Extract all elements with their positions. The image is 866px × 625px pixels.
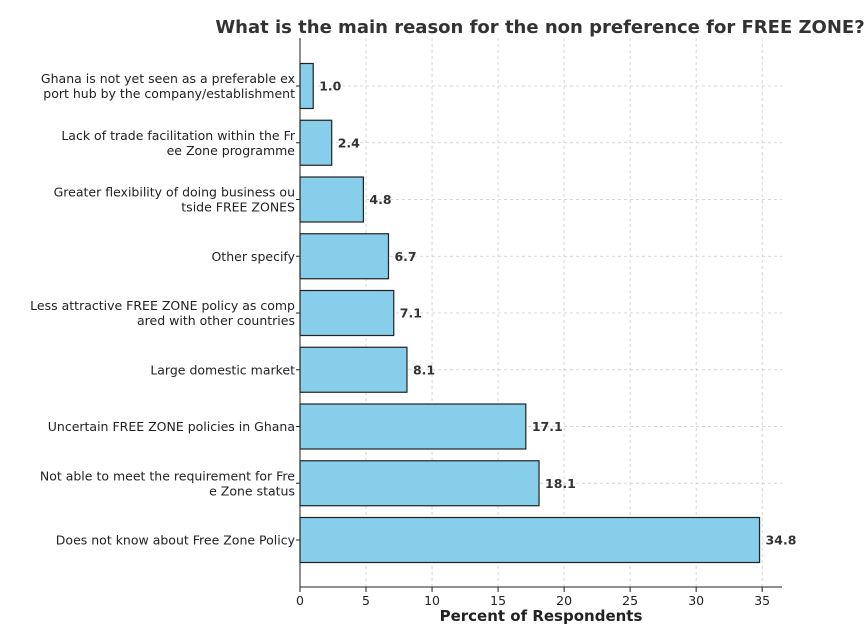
data-label: 34.8: [766, 533, 797, 548]
data-label: 8.1: [413, 362, 435, 377]
bar: [299, 460, 540, 507]
labels: 0 5 10 15 20 25 30 35 Ghana is not yet seen as a…: [30, 71, 796, 608]
category-label: e Zone status: [209, 483, 295, 498]
x-tick-label: 20: [556, 593, 572, 608]
x-tick-label: 15: [490, 593, 506, 608]
data-label: 4.8: [369, 192, 391, 207]
x-tick-label: 35: [754, 593, 770, 608]
bar: [299, 233, 390, 280]
category-label: Other specify: [211, 249, 295, 264]
x-tick-label: 5: [362, 593, 370, 608]
category-label: tside FREE ZONES: [181, 200, 295, 215]
data-label: 1.0: [319, 79, 341, 94]
category-label: Uncertain FREE ZONE policies in Ghana: [48, 419, 295, 434]
category-label: ared with other countries: [137, 313, 295, 328]
chart-title: What is the main reason for the non pref…: [215, 17, 864, 38]
category-label: Greater flexibility of doing business ou: [54, 185, 295, 200]
bar: [299, 119, 333, 166]
category-label: port hub by the company/establishment: [43, 86, 295, 101]
x-tick-label: 25: [622, 593, 638, 608]
bar: [299, 62, 314, 110]
category-label: Ghana is not yet seen as a preferable ex: [41, 71, 295, 86]
category-label: Does not know about Free Zone Policy: [56, 533, 296, 548]
category-label: Not able to meet the requirement for Fre: [40, 468, 295, 483]
category-label: Large domestic market: [150, 362, 295, 377]
data-label: 2.4: [338, 135, 360, 150]
x-tick-label: 0: [296, 593, 304, 608]
category-label: Lack of trade facilitation within the Fr: [61, 128, 296, 143]
bar: [299, 516, 761, 564]
data-label: 17.1: [532, 419, 563, 434]
x-axis-label: Percent of Respondents: [440, 607, 643, 625]
category-label: Less attractive FREE ZONE policy as comp: [30, 298, 295, 313]
bars: [299, 62, 761, 564]
bar: [299, 346, 408, 393]
bar: [299, 403, 527, 450]
data-label: 18.1: [545, 476, 576, 491]
data-label: 7.1: [400, 306, 422, 321]
x-tick-label: 10: [424, 593, 440, 608]
category-label: ee Zone programme: [167, 143, 296, 158]
bar: [299, 176, 364, 223]
x-tick-label: 30: [688, 593, 704, 608]
axes: [296, 38, 782, 592]
data-label: 6.7: [394, 249, 416, 264]
bar: [299, 289, 395, 337]
